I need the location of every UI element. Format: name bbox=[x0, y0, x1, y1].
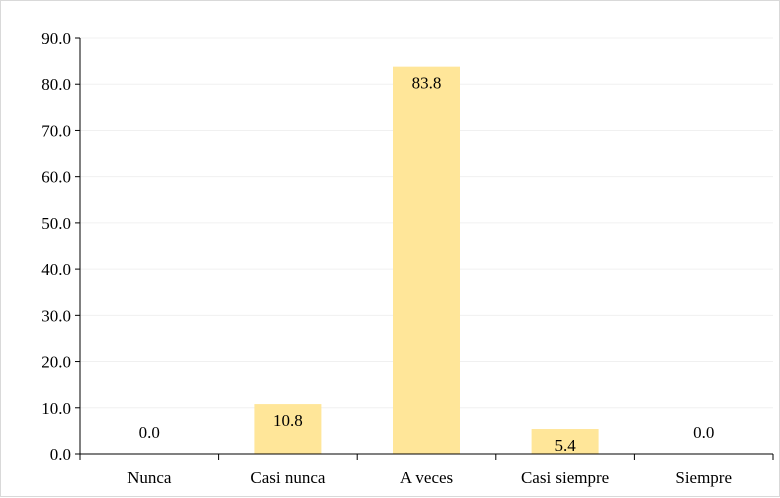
y-tick-label: 60.0 bbox=[41, 168, 71, 187]
bar-a-veces bbox=[393, 66, 460, 454]
data-label: 10.8 bbox=[273, 411, 303, 430]
y-tick-label: 10.0 bbox=[41, 399, 71, 418]
y-tick-label: 30.0 bbox=[41, 306, 71, 325]
y-tick-label: 40.0 bbox=[41, 260, 71, 279]
x-tick-label: Siempre bbox=[675, 468, 732, 487]
data-label: 5.4 bbox=[554, 436, 576, 455]
y-tick-label: 20.0 bbox=[41, 353, 71, 372]
bar-casi-siempre bbox=[531, 429, 599, 454]
data-label: 83.8 bbox=[412, 74, 442, 93]
data-label: 0.0 bbox=[139, 423, 160, 442]
y-tick-label: 80.0 bbox=[41, 75, 71, 94]
x-tick-label: A veces bbox=[400, 468, 453, 487]
y-tick-label: 70.0 bbox=[41, 121, 71, 140]
x-tick-label: Casi nunca bbox=[250, 468, 326, 487]
axes bbox=[75, 37, 774, 460]
bars bbox=[254, 66, 599, 454]
data-label: 0.0 bbox=[693, 423, 714, 442]
bar-casi-nunca bbox=[254, 404, 322, 454]
y-tick-label: 90.0 bbox=[41, 29, 71, 48]
y-tick-label: 50.0 bbox=[41, 214, 71, 233]
y-tick-label: 0.0 bbox=[50, 445, 71, 464]
x-tick-label: Casi siempre bbox=[521, 468, 609, 487]
x-tick-label: Nunca bbox=[127, 468, 172, 487]
labels: 0.0 10.0 20.0 30.0 40.0 50.0 60.0 70.0 80.0 90.0 0… bbox=[41, 29, 732, 487]
